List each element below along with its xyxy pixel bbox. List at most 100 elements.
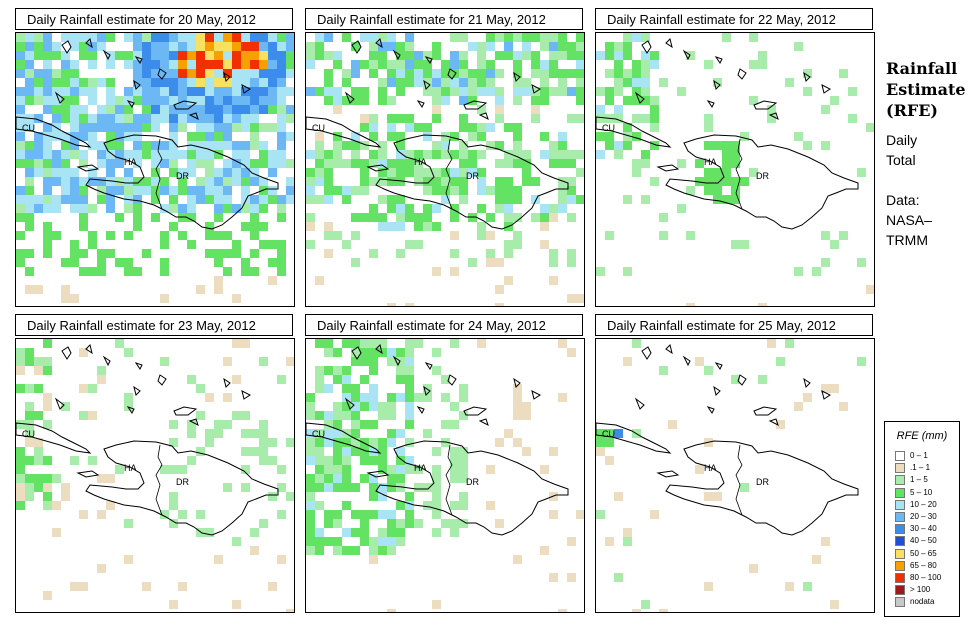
rainfall-cell bbox=[250, 114, 259, 123]
rainfall-cell bbox=[333, 438, 342, 447]
rainfall-cell bbox=[396, 474, 405, 483]
rainfall-cell bbox=[342, 366, 351, 375]
rainfall-cell bbox=[277, 150, 286, 159]
rainfall-cell bbox=[79, 123, 88, 132]
rainfall-cell bbox=[614, 78, 623, 87]
coastline-path bbox=[463, 100, 488, 110]
rainfall-cell bbox=[306, 87, 315, 96]
rainfall-cell bbox=[306, 60, 315, 69]
rainfall-cell bbox=[25, 348, 34, 357]
rainfall-cell bbox=[677, 204, 686, 213]
rainfall-cell bbox=[351, 420, 360, 429]
rainfall-cell bbox=[351, 213, 360, 222]
rainfall-cell bbox=[205, 96, 214, 105]
rainfall-cell bbox=[232, 204, 241, 213]
rainfall-cell bbox=[396, 204, 405, 213]
rainfall-cell bbox=[268, 492, 277, 501]
rainfall-cell bbox=[369, 150, 378, 159]
coastline bbox=[16, 38, 279, 230]
rainfall-cell bbox=[441, 177, 450, 186]
label-cuba: CU bbox=[22, 429, 35, 439]
rainfall-cell bbox=[223, 96, 232, 105]
rainfall-cell bbox=[196, 285, 205, 294]
rainfall-cell bbox=[16, 231, 25, 240]
rainfall-cell bbox=[61, 69, 70, 78]
rainfall-cell bbox=[369, 339, 378, 348]
rainfall-cell bbox=[178, 231, 187, 240]
rainfall-cell bbox=[677, 159, 686, 168]
rainfall-cell bbox=[423, 213, 432, 222]
rainfall-cell bbox=[423, 132, 432, 141]
label-cuba: CU bbox=[602, 429, 615, 439]
rainfall-cell bbox=[16, 474, 25, 483]
rainfall-cell bbox=[758, 303, 767, 306]
rainfall-cell bbox=[531, 60, 540, 69]
coastline-path bbox=[423, 79, 431, 90]
rainfall-cell bbox=[16, 456, 25, 465]
rainfall-cell bbox=[342, 447, 351, 456]
rainfall-cell bbox=[160, 204, 169, 213]
rainfall-cell bbox=[169, 60, 178, 69]
rainfall-cell bbox=[133, 141, 142, 150]
rainfall-cell bbox=[704, 582, 713, 591]
rainfall-cell bbox=[223, 249, 232, 258]
rainfall-cell bbox=[567, 348, 576, 357]
rainfall-cell bbox=[232, 339, 241, 348]
coastline-path bbox=[173, 406, 198, 416]
rainfall-cell bbox=[821, 537, 830, 546]
rainfall-map: CU HA DR bbox=[305, 338, 585, 613]
coastline-path bbox=[351, 346, 362, 360]
rainfall-cell bbox=[43, 240, 52, 249]
rainfall-cell bbox=[605, 456, 614, 465]
rainfall-cell bbox=[70, 258, 79, 267]
rainfall-cell bbox=[34, 456, 43, 465]
rainfall-cell bbox=[369, 42, 378, 51]
rainfall-cell bbox=[133, 87, 142, 96]
rainfall-cell bbox=[396, 60, 405, 69]
rainfall-cell bbox=[277, 87, 286, 96]
rainfall-cell bbox=[97, 249, 106, 258]
rainfall-cell bbox=[342, 474, 351, 483]
label-dominican-republic: DR bbox=[466, 171, 479, 181]
rainfall-cell bbox=[232, 96, 241, 105]
rainfall-cell bbox=[306, 402, 315, 411]
rainfall-cell bbox=[259, 357, 268, 366]
rainfall-cell bbox=[214, 213, 223, 222]
rainfall-cell bbox=[432, 528, 441, 537]
rainfall-cell bbox=[106, 195, 115, 204]
rainfall-cell bbox=[187, 195, 196, 204]
rainfall-cell bbox=[623, 42, 632, 51]
rainfall-cell bbox=[333, 546, 342, 555]
rainfall-cell bbox=[450, 519, 459, 528]
rainfall-cell bbox=[378, 492, 387, 501]
rainfall-cell bbox=[250, 447, 259, 456]
rainfall-cell bbox=[151, 105, 160, 114]
rainfall-cell bbox=[187, 42, 196, 51]
rainfall-cell bbox=[232, 105, 241, 114]
rainfall-cell bbox=[205, 195, 214, 204]
rainfall-cell bbox=[160, 357, 169, 366]
rainfall-cell bbox=[241, 339, 250, 348]
legend-swatch bbox=[895, 585, 905, 596]
rainfall-cell bbox=[16, 42, 25, 51]
rainfall-cell bbox=[151, 60, 160, 69]
rainfall-cell bbox=[360, 402, 369, 411]
rainfall-cell bbox=[605, 231, 614, 240]
rainfall-cell bbox=[405, 420, 414, 429]
map-panel-22-may: Daily Rainfall estimate for 22 May, 2012… bbox=[595, 8, 875, 307]
rainfall-cell bbox=[43, 159, 52, 168]
coastline-path bbox=[173, 100, 198, 110]
rainfall-cell bbox=[605, 429, 614, 438]
rainfall-cell bbox=[232, 60, 241, 69]
rainfall-cell bbox=[187, 105, 196, 114]
rainfall-cell bbox=[324, 510, 333, 519]
rainfall-cell bbox=[441, 375, 450, 384]
rainfall-cell bbox=[405, 150, 414, 159]
rainfall-cell bbox=[414, 177, 423, 186]
rainfall-cell bbox=[205, 42, 214, 51]
rainfall-cell bbox=[43, 402, 52, 411]
rainfall-cell bbox=[178, 186, 187, 195]
rainfall-cell bbox=[495, 303, 504, 306]
rainfall-cell bbox=[259, 123, 268, 132]
rainfall-cell bbox=[205, 51, 214, 60]
